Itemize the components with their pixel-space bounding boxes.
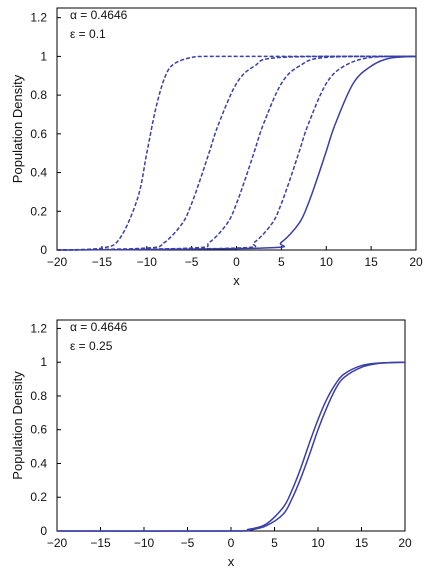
bottom-y-tick-label: 0.4 (30, 456, 47, 470)
top-x-tick-label: 20 (409, 255, 423, 269)
top-y-tick-label: 0.4 (30, 166, 47, 180)
top-series-line-4 (56, 55, 417, 251)
top-annotation: ε = 0.1 (70, 27, 106, 41)
bottom-y-tick-label: 1 (40, 355, 47, 369)
top-x-tick-label: −20 (47, 255, 68, 269)
top-series-line-5 (56, 55, 417, 251)
top-x-axis-label: x (233, 273, 240, 288)
bottom-x-tick-label: 0 (228, 536, 235, 550)
bottom-y-tick-label: 0.8 (30, 389, 47, 403)
top-y-tick-label: 1 (40, 49, 47, 63)
top-y-tick-label: 1.2 (30, 11, 47, 25)
bottom-y-tick-label: 0 (40, 524, 47, 538)
bottom-x-tick-label: −20 (47, 536, 68, 550)
top-y-tick-label: 0.8 (30, 88, 47, 102)
bottom-x-tick-label: −15 (90, 536, 111, 550)
bottom-x-tick-label: 5 (271, 536, 278, 550)
top-x-tick-label: 10 (320, 255, 334, 269)
bottom-y-tick-label: 0.2 (30, 490, 47, 504)
bottom-x-tick-label: 15 (355, 536, 369, 550)
bottom-annotation: α = 0.4646 (70, 320, 128, 334)
top-plot-frame (56, 7, 417, 251)
bottom-annotation: ε = 0.25 (70, 339, 113, 353)
bottom-series-line-1 (56, 361, 406, 532)
top-x-tick-label: 0 (233, 255, 240, 269)
top-y-tick-label: 0.2 (30, 204, 47, 218)
bottom-x-tick-label: 20 (398, 536, 412, 550)
top-y-axis-label: Population Density (10, 74, 25, 183)
bottom-series-line-2 (56, 361, 406, 532)
top-x-tick-label: −10 (137, 255, 158, 269)
bottom-y-tick-label: 1.2 (30, 321, 47, 335)
top-x-tick-label: −5 (185, 255, 199, 269)
bottom-y-axis-label: Population Density (10, 371, 25, 480)
bottom-x-tick-label: 10 (311, 536, 325, 550)
bottom-x-tick-label: −10 (134, 536, 155, 550)
top-y-tick-label: 0.6 (30, 127, 47, 141)
top-series-line-3 (56, 55, 417, 251)
top-x-tick-label: 15 (364, 255, 378, 269)
top-x-tick-label: 5 (278, 255, 285, 269)
top-series-line-2 (56, 55, 417, 251)
bottom-y-tick-label: 0.6 (30, 423, 47, 437)
top-series-line-1 (56, 55, 416, 251)
top-y-tick-label: 0 (40, 243, 47, 257)
top-x-tick-label: −15 (92, 255, 113, 269)
bottom-x-axis-label: x (228, 554, 235, 569)
top-annotation: α = 0.4646 (70, 8, 128, 22)
bottom-x-tick-label: −5 (181, 536, 195, 550)
